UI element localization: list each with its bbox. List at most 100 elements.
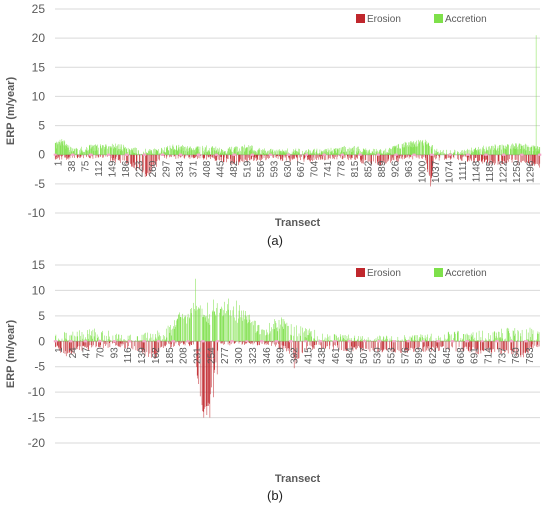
bar-erosion xyxy=(354,341,356,348)
zero-marker xyxy=(480,340,484,343)
bar-accretion xyxy=(267,334,269,342)
bar-erosion xyxy=(355,341,356,350)
bar-accretion xyxy=(197,147,198,155)
bar-accretion xyxy=(471,336,473,342)
bar-accretion xyxy=(285,153,287,155)
zero-marker xyxy=(286,153,290,156)
bar-erosion xyxy=(336,341,338,346)
bar-erosion xyxy=(56,341,58,347)
bar-accretion xyxy=(272,329,274,342)
bar-accretion xyxy=(358,336,359,342)
bar-erosion xyxy=(208,154,210,158)
bar-accretion xyxy=(257,325,259,342)
bar-accretion xyxy=(402,340,403,342)
bar-erosion xyxy=(344,154,346,158)
bar-erosion xyxy=(355,154,356,161)
bar-accretion xyxy=(472,151,474,155)
bar-erosion xyxy=(413,341,415,349)
bar-accretion xyxy=(65,338,66,342)
bar-erosion xyxy=(506,154,507,163)
bar-accretion xyxy=(464,153,466,155)
bar-accretion xyxy=(206,316,208,342)
bar-erosion xyxy=(498,154,499,162)
bar-accretion xyxy=(186,148,187,155)
x-axis-label: Transect xyxy=(275,217,321,229)
bar-accretion xyxy=(105,335,107,342)
bar-erosion xyxy=(133,154,134,163)
bar-accretion xyxy=(433,340,434,342)
bar-accretion xyxy=(426,144,428,155)
bar-erosion xyxy=(327,341,328,347)
bar-accretion xyxy=(244,315,246,342)
bar-erosion xyxy=(452,154,454,158)
bar-accretion xyxy=(57,144,58,155)
zero-marker xyxy=(537,153,541,156)
bar-accretion xyxy=(495,149,497,155)
bar-erosion xyxy=(86,154,87,158)
bar-erosion xyxy=(133,154,134,168)
bar-accretion xyxy=(269,333,271,342)
bar-erosion xyxy=(74,154,75,158)
bar-accretion xyxy=(214,311,216,342)
bar-accretion xyxy=(499,337,500,342)
bar-accretion xyxy=(211,147,212,155)
bar-accretion xyxy=(334,334,336,342)
bar-erosion xyxy=(288,154,289,157)
bar-erosion xyxy=(321,154,323,160)
bar-erosion xyxy=(426,154,427,164)
bar-accretion xyxy=(496,150,498,155)
bar-accretion xyxy=(395,147,396,155)
bar-erosion xyxy=(304,154,305,160)
bar-accretion xyxy=(538,149,540,155)
bar-accretion xyxy=(295,151,297,155)
bar-erosion xyxy=(188,341,189,345)
bar-accretion xyxy=(137,336,139,342)
bar-erosion xyxy=(277,154,279,159)
bar-accretion xyxy=(530,146,532,155)
bar-accretion xyxy=(416,140,417,155)
bar-erosion xyxy=(309,341,311,346)
bar-accretion xyxy=(279,328,280,342)
bar-accretion xyxy=(291,153,292,155)
bar-erosion xyxy=(374,341,376,352)
bar-erosion xyxy=(349,154,350,158)
bar-erosion xyxy=(438,154,439,156)
bar-accretion xyxy=(340,152,341,155)
bar-erosion xyxy=(466,341,467,347)
bar-accretion xyxy=(158,148,159,155)
bar-erosion xyxy=(455,341,457,352)
bar-erosion xyxy=(365,154,367,160)
bar-erosion xyxy=(238,154,240,162)
bar-accretion xyxy=(390,340,391,342)
bar-erosion xyxy=(386,341,388,351)
bar-accretion xyxy=(310,150,311,155)
bar-accretion xyxy=(181,146,182,155)
bar-accretion xyxy=(249,319,251,342)
bar-erosion xyxy=(249,341,250,344)
bar-erosion xyxy=(312,341,314,348)
bar-erosion xyxy=(487,341,488,350)
bar-erosion xyxy=(160,341,162,348)
bar-accretion xyxy=(72,331,74,342)
bar-accretion xyxy=(425,142,426,155)
bar-erosion xyxy=(250,341,252,343)
bar-accretion xyxy=(495,149,496,155)
zero-marker xyxy=(172,340,176,343)
bar-accretion xyxy=(372,148,374,155)
bar-accretion xyxy=(93,145,94,155)
bar-accretion xyxy=(287,326,288,342)
bar-accretion xyxy=(206,321,207,342)
zero-marker xyxy=(275,340,279,343)
bar-accretion xyxy=(225,150,226,155)
zero-marker xyxy=(216,340,220,343)
bar-erosion xyxy=(406,341,407,351)
bar-erosion xyxy=(341,154,343,159)
bar-erosion xyxy=(220,154,222,161)
bar-erosion xyxy=(166,154,168,157)
bar-erosion xyxy=(55,341,57,347)
bar-accretion xyxy=(71,335,72,342)
bar-erosion xyxy=(285,154,286,158)
bar-accretion xyxy=(270,331,271,342)
bar-erosion xyxy=(84,341,85,348)
bar-accretion xyxy=(335,151,337,155)
